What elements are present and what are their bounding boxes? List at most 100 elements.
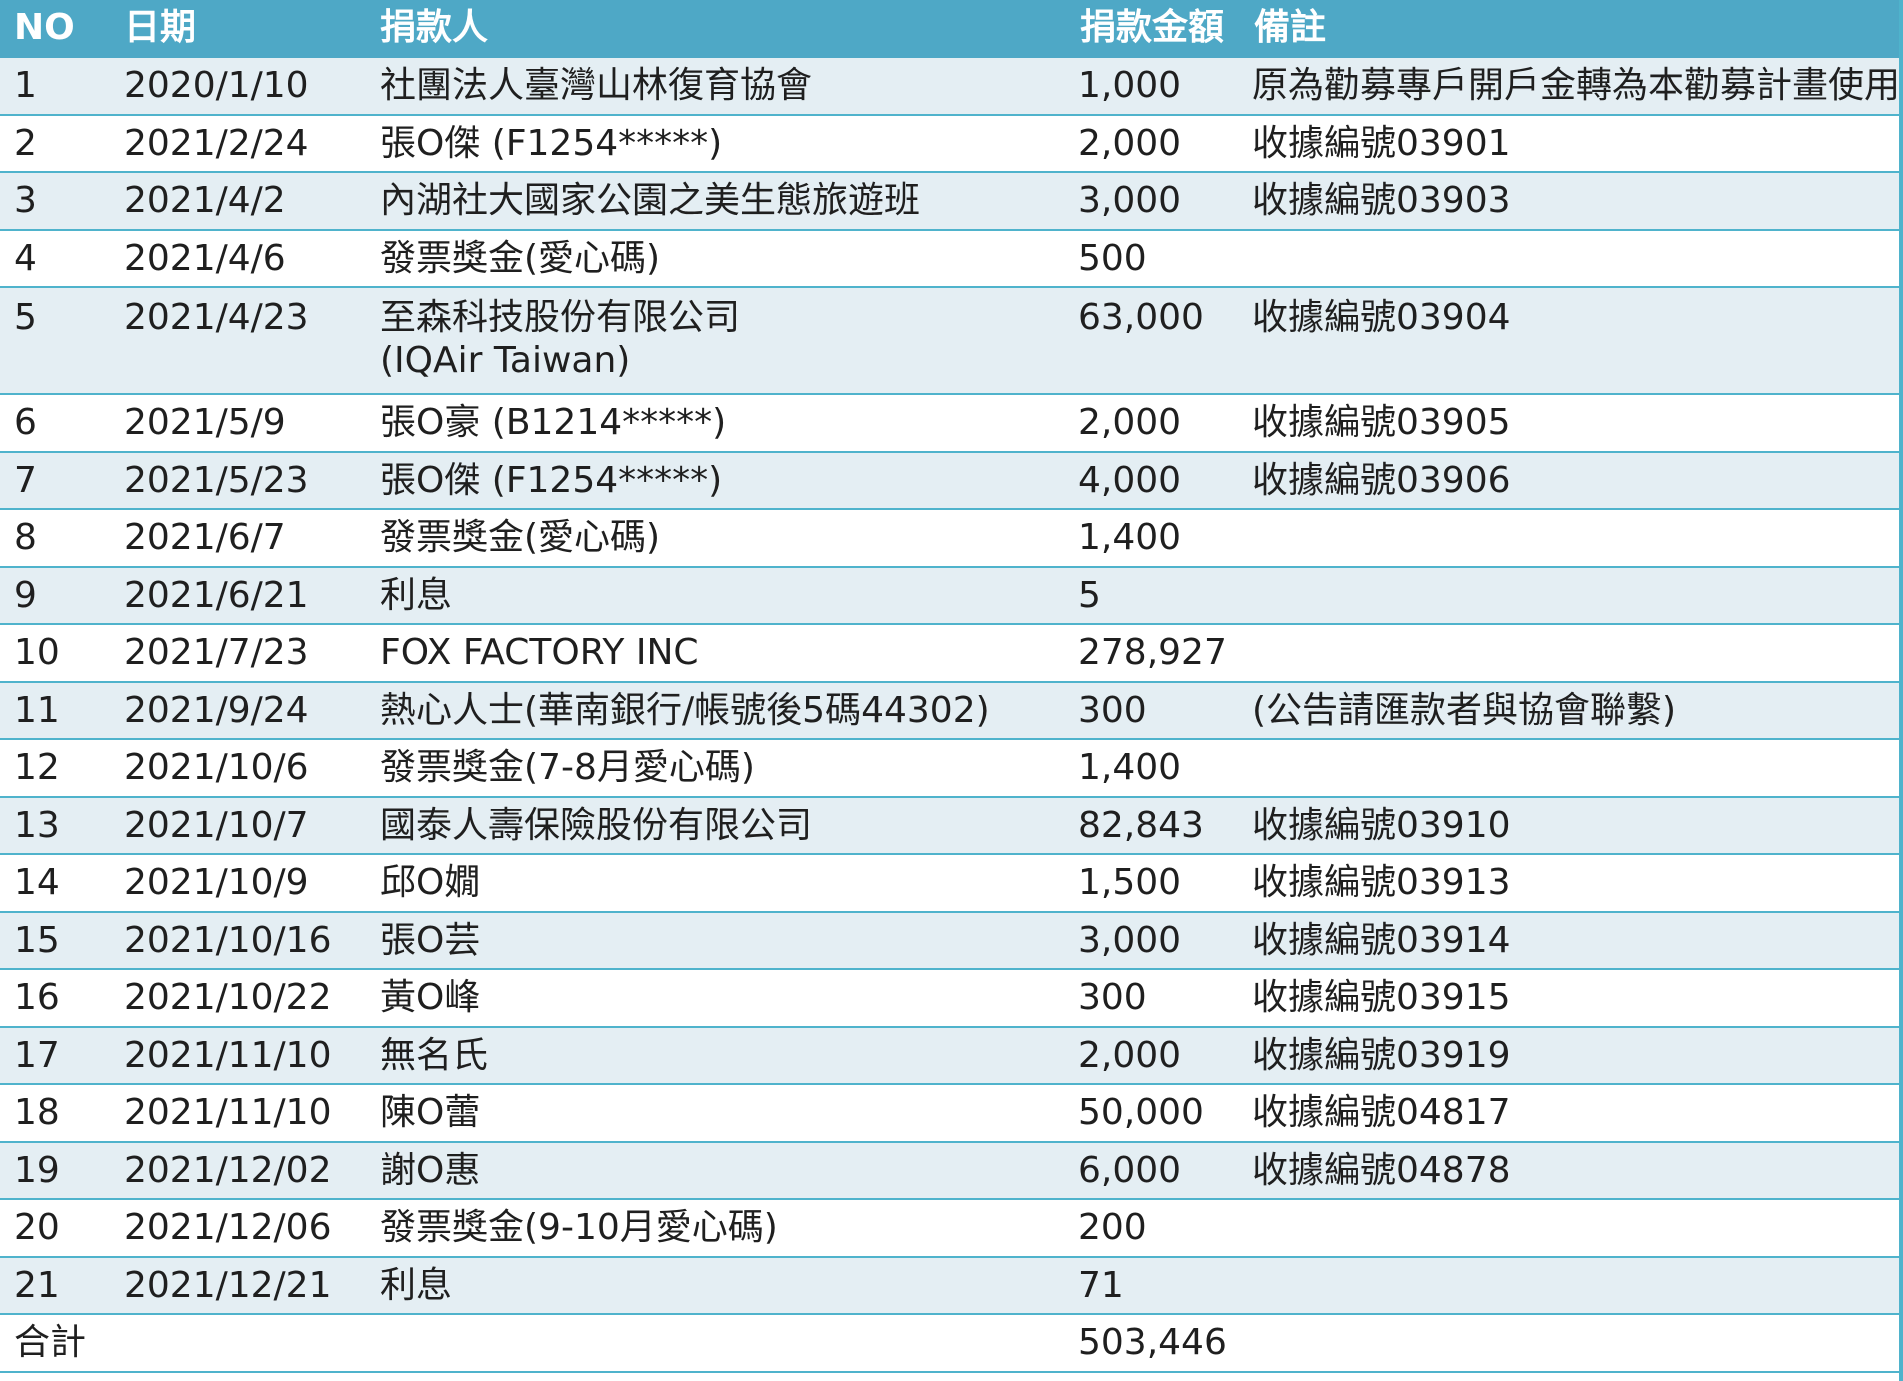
cell-donor: 發票獎金(7-8月愛心碼) [366, 739, 1066, 798]
cell-amount: 500 [1066, 229, 1240, 288]
cell-amount: 2,000 [1066, 1026, 1240, 1085]
cell-amount: 1,400 [1066, 509, 1240, 568]
cell-no: 7 [0, 451, 110, 510]
cell-donor: 至森科技股份有限公司 (IQAir Taiwan) [366, 287, 1066, 395]
cell-donor: 黃O峰 [366, 969, 1066, 1028]
cell-amount: 300 [1066, 681, 1240, 740]
table-row: 6 2021/5/9 張O豪 (B1214*****) 2,000 收據編號03905 [0, 394, 1903, 453]
column-header-donor: 捐款人 [366, 0, 1066, 58]
cell-no: 12 [0, 739, 110, 798]
cell-amount: 300 [1066, 969, 1240, 1028]
cell-donor: 熱心人士(華南銀行/帳號後5碼44302) [366, 681, 1066, 740]
table-row: 4 2021/4/6 發票獎金(愛心碼) 500 [0, 229, 1903, 288]
cell-donor: 內湖社大國家公園之美生態旅遊班 [366, 172, 1066, 231]
cell-donor: 發票獎金(愛心碼) [366, 509, 1066, 568]
cell-donor: 邱O嫺 [366, 854, 1066, 913]
cell-no: 11 [0, 681, 110, 740]
cell-note: 收據編號03915 [1240, 969, 1903, 1028]
cell-date: 2021/10/22 [110, 969, 366, 1028]
cell-note: 收據編號03910 [1240, 796, 1903, 855]
cell-note: 收據編號04878 [1240, 1141, 1903, 1200]
cell-date: 2021/5/9 [110, 394, 366, 453]
cell-donor-line-2: (IQAir Taiwan) [380, 340, 631, 382]
cell-donor: 發票獎金(愛心碼) [366, 229, 1066, 288]
cell-donor-line-1: 至森科技股份有限公司 [380, 297, 741, 338]
cell-note: (公告請匯款者與協會聯繫) [1240, 681, 1903, 740]
cell-note: 收據編號03919 [1240, 1026, 1903, 1085]
cell-no: 8 [0, 509, 110, 568]
cell-no: 10 [0, 624, 110, 683]
table-row: 11 2021/9/24 熱心人士(華南銀行/帳號後5碼44302) 300 (公告請匯… [0, 681, 1903, 740]
cell-date: 2021/11/10 [110, 1026, 366, 1085]
cell-no: 3 [0, 172, 110, 231]
cell-note: 收據編號03913 [1240, 854, 1903, 913]
cell-donor: 謝O惠 [366, 1141, 1066, 1200]
table-row: 3 2021/4/2 內湖社大國家公園之美生態旅遊班 3,000 收據編號03903 [0, 172, 1903, 231]
cell-no: 15 [0, 911, 110, 970]
cell-donor: 張O傑 (F1254*****) [366, 114, 1066, 173]
cell-date: 2021/10/7 [110, 796, 366, 855]
table-row: 17 2021/11/10 無名氏 2,000 收據編號03919 [0, 1026, 1903, 1085]
cell-amount: 3,000 [1066, 911, 1240, 970]
cell-no: 5 [0, 287, 110, 395]
total-label: 合計 [0, 1314, 110, 1373]
cell-donor: 無名氏 [366, 1026, 1066, 1085]
cell-amount: 2,000 [1066, 114, 1240, 173]
cell-date: 2021/10/16 [110, 911, 366, 970]
table-row: 10 2021/7/23 FOX FACTORY INC 278,927 [0, 624, 1903, 683]
cell-no: 21 [0, 1256, 110, 1315]
cell-donor: 社團法人臺灣山林復育協會 [366, 57, 1066, 116]
cell-date: 2021/6/21 [110, 566, 366, 625]
cell-no: 16 [0, 969, 110, 1028]
cell-note [1240, 1256, 1903, 1315]
table-row: 16 2021/10/22 黃O峰 300 收據編號03915 [0, 969, 1903, 1028]
cell-no: 6 [0, 394, 110, 453]
cell-date: 2021/4/2 [110, 172, 366, 231]
cell-note: 收據編號03906 [1240, 451, 1903, 510]
table-right-border [1899, 0, 1903, 1381]
cell-amount: 63,000 [1066, 287, 1240, 395]
total-empty-cell [110, 1314, 366, 1373]
cell-date: 2021/12/02 [110, 1141, 366, 1200]
total-amount: 503,446 [1066, 1314, 1240, 1373]
cell-donor: FOX FACTORY INC [366, 624, 1066, 683]
cell-amount: 5 [1066, 566, 1240, 625]
cell-date: 2021/12/06 [110, 1199, 366, 1258]
cell-no: 4 [0, 229, 110, 288]
table-row: 1 2020/1/10 社團法人臺灣山林復育協會 1,000 原為勸募專戶開戶金轉為本勸… [0, 57, 1903, 116]
cell-donor: 發票獎金(9-10月愛心碼) [366, 1199, 1066, 1258]
cell-date: 2021/6/7 [110, 509, 366, 568]
table-row: 9 2021/6/21 利息 5 [0, 566, 1903, 625]
cell-note [1240, 509, 1903, 568]
cell-date: 2021/4/6 [110, 229, 366, 288]
cell-donor: 利息 [366, 1256, 1066, 1315]
cell-amount: 3,000 [1066, 172, 1240, 231]
column-header-no: NO [0, 0, 110, 58]
cell-note [1240, 624, 1903, 683]
cell-amount: 4,000 [1066, 451, 1240, 510]
cell-note: 收據編號03905 [1240, 394, 1903, 453]
cell-no: 9 [0, 566, 110, 625]
cell-note: 收據編號04817 [1240, 1084, 1903, 1143]
cell-donor: 陳O蕾 [366, 1084, 1066, 1143]
column-header-amount: 捐款金額 [1066, 0, 1240, 58]
cell-amount: 6,000 [1066, 1141, 1240, 1200]
cell-note [1240, 566, 1903, 625]
cell-donor: 國泰人壽保險股份有限公司 [366, 796, 1066, 855]
cell-donor: 張O芸 [366, 911, 1066, 970]
table-row: 18 2021/11/10 陳O蕾 50,000 收據編號04817 [0, 1084, 1903, 1143]
cell-date: 2021/11/10 [110, 1084, 366, 1143]
cell-no: 1 [0, 57, 110, 116]
cell-no: 2 [0, 114, 110, 173]
cell-note: 原為勸募專戶開戶金轉為本勸募計畫使用 [1240, 57, 1903, 116]
cell-date: 2021/10/6 [110, 739, 366, 798]
cell-donor: 張O豪 (B1214*****) [366, 394, 1066, 453]
table-body: 1 2020/1/10 社團法人臺灣山林復育協會 1,000 原為勸募專戶開戶金轉為本勸… [0, 57, 1903, 1373]
cell-amount: 50,000 [1066, 1084, 1240, 1143]
cell-amount: 1,400 [1066, 739, 1240, 798]
cell-amount: 278,927 [1066, 624, 1240, 683]
table-header-row: NO 日期 捐款人 捐款金額 備註 [0, 0, 1903, 58]
cell-date: 2021/5/23 [110, 451, 366, 510]
cell-note: 收據編號03904 [1240, 287, 1903, 395]
